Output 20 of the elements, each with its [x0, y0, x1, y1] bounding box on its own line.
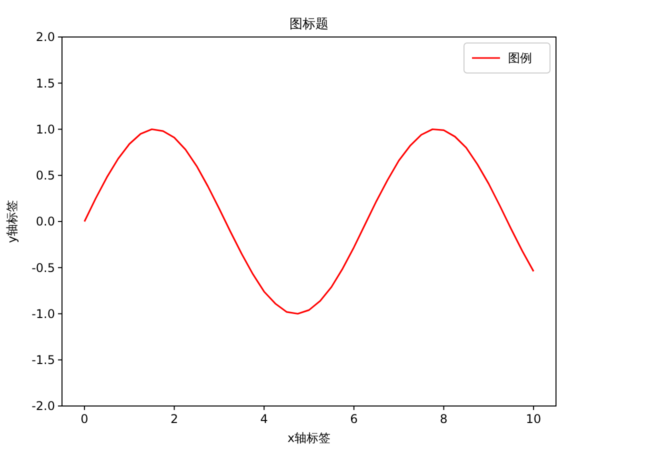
- y-tick-label: 0.5: [36, 168, 55, 183]
- y-tick-label: 0.0: [36, 214, 55, 229]
- chart-title: 图标题: [290, 17, 328, 32]
- y-tick-label: 1.0: [36, 122, 55, 136]
- y-tick-label: -1.0: [32, 306, 55, 321]
- y-tick-label: -0.5: [32, 260, 55, 275]
- y-tick-label: -2.0: [32, 399, 55, 414]
- x-tick-label: 8: [440, 412, 448, 426]
- y-tick-label: 2.0: [36, 30, 55, 44]
- line-series: [84, 128, 534, 315]
- y-tick-label: -1.5: [32, 353, 55, 368]
- y-tick-label: 1.5: [36, 76, 55, 90]
- x-tick-label: 6: [350, 412, 358, 426]
- legend-label: 图例: [508, 51, 532, 66]
- x-tick-label: 10: [526, 412, 542, 426]
- x-tick-label: 0: [80, 412, 88, 426]
- x-tick-label: 2: [170, 412, 178, 426]
- x-axis-title: x轴标签: [287, 431, 331, 445]
- y-axis-title: y轴标签: [5, 200, 19, 244]
- x-tick-label: 4: [260, 412, 268, 426]
